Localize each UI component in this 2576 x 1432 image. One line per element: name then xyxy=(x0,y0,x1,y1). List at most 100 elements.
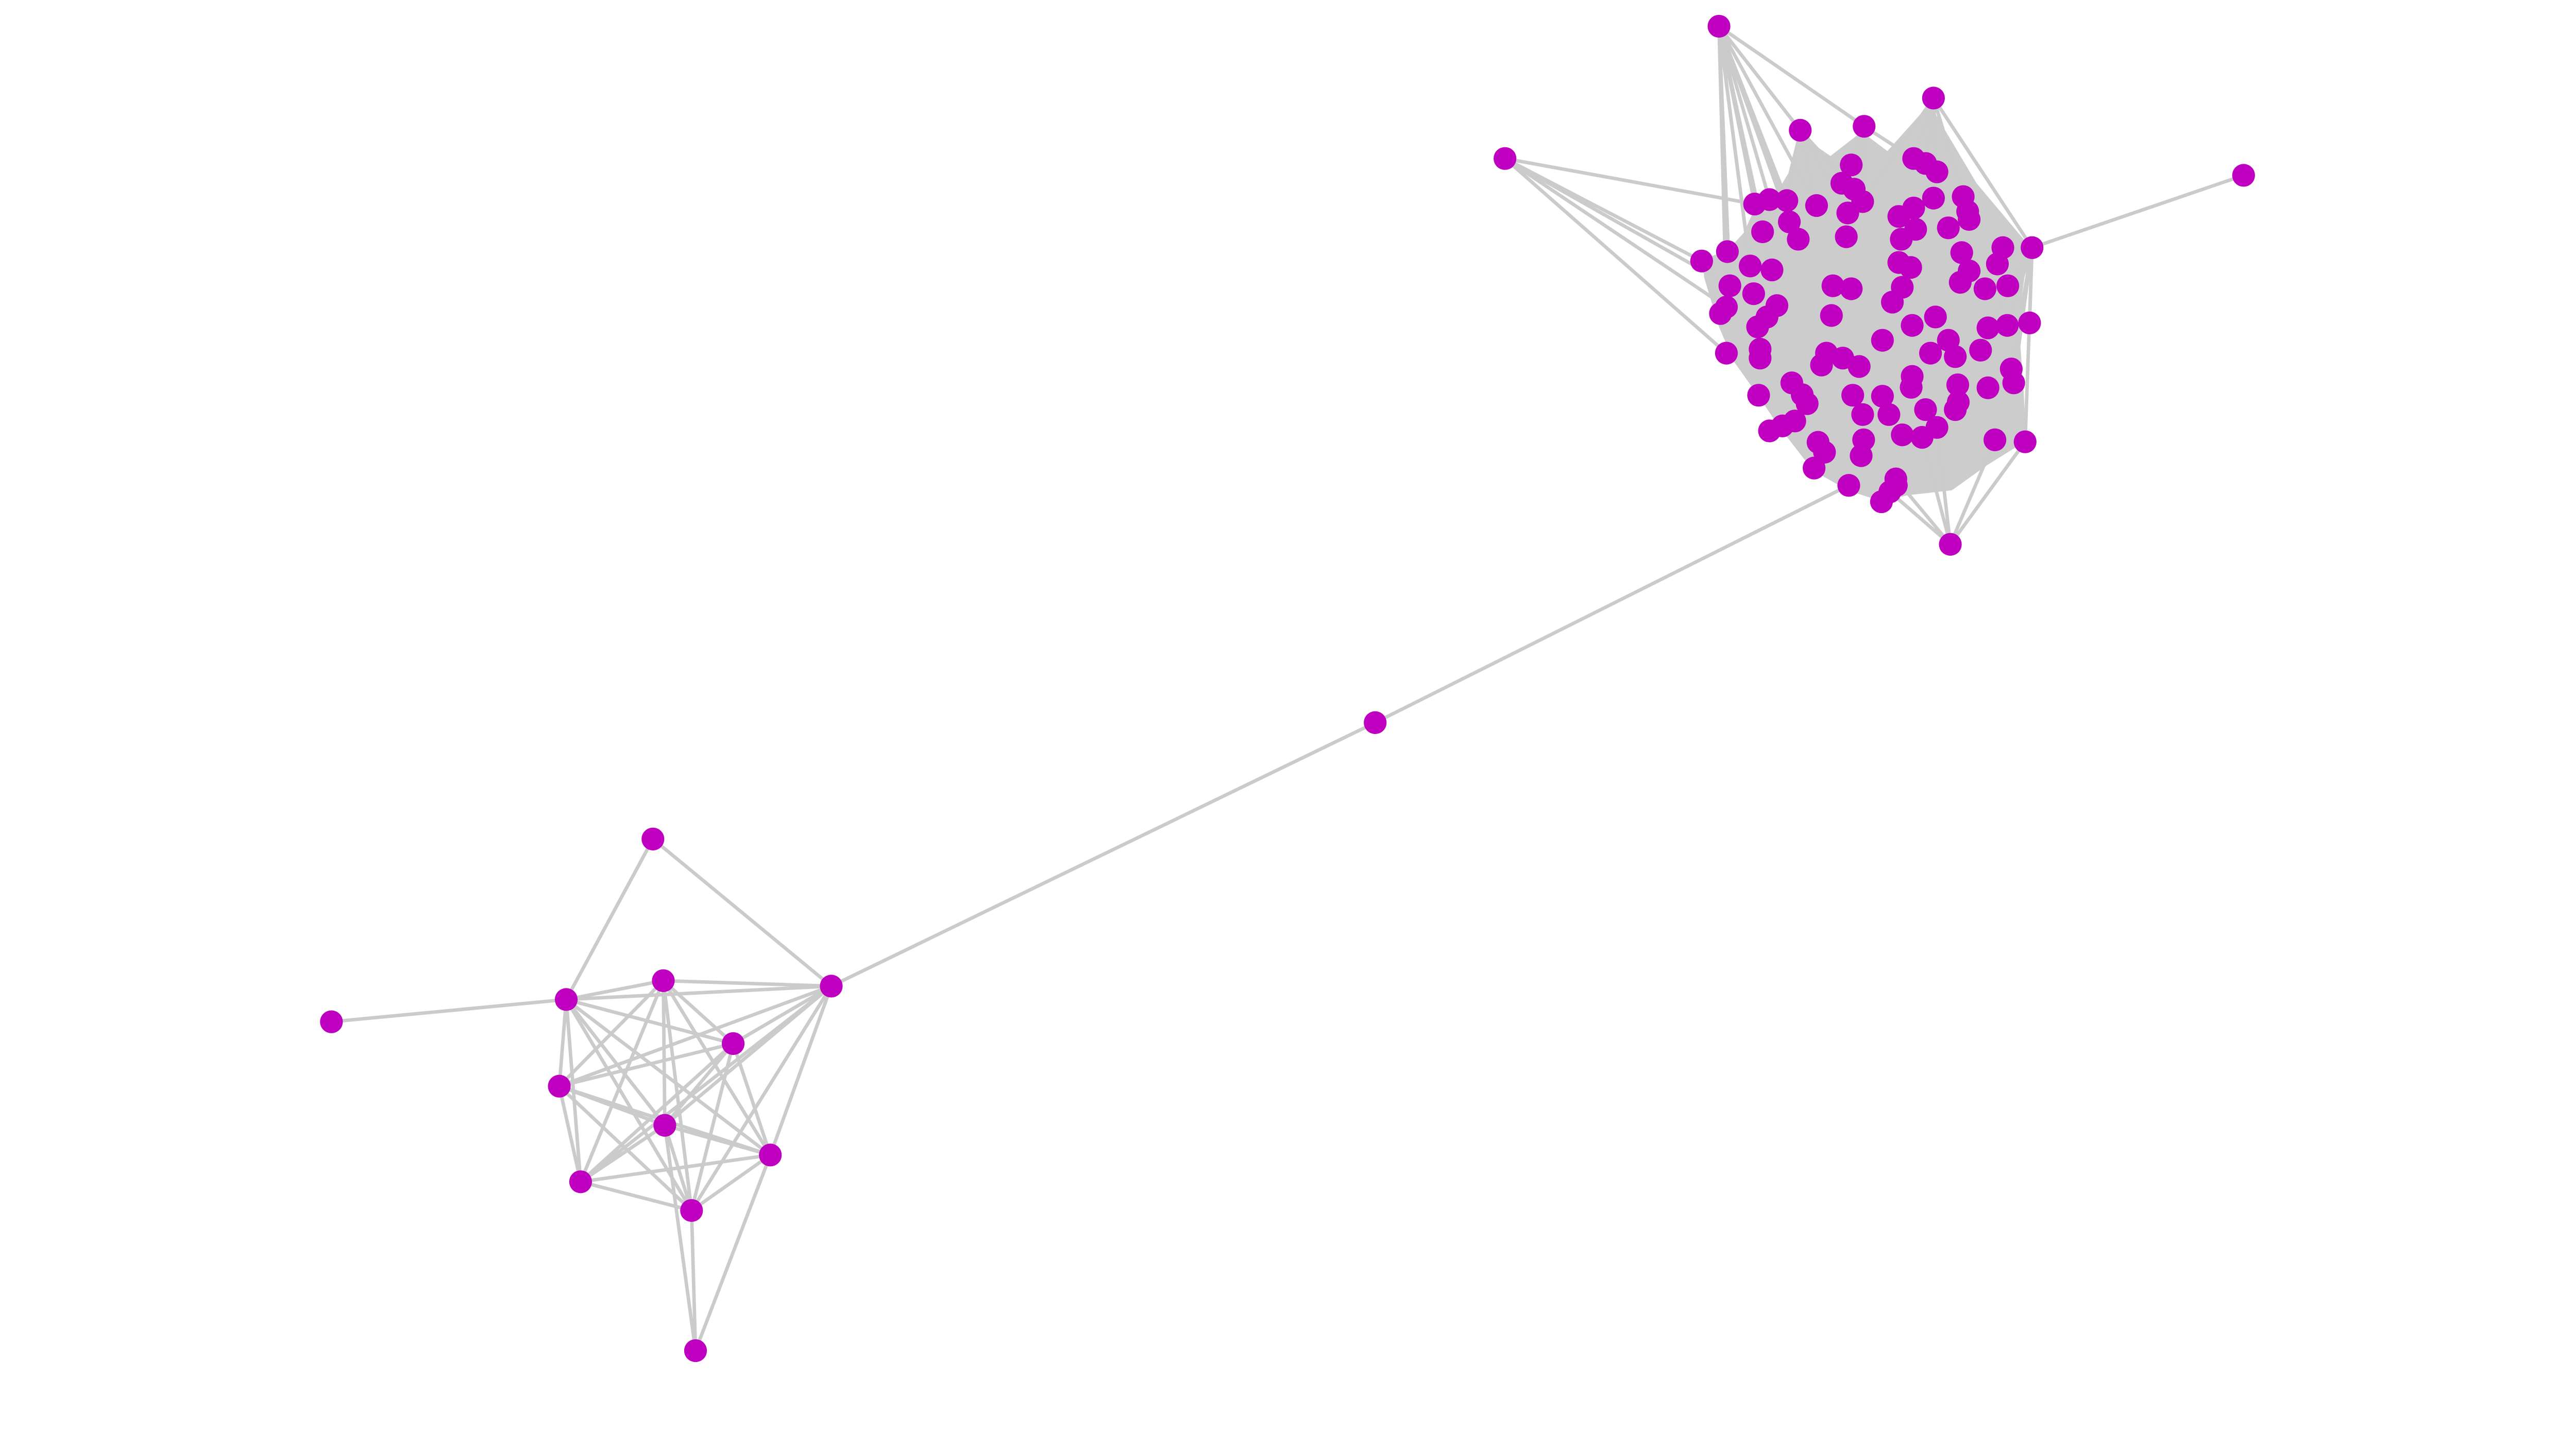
graph-edge xyxy=(732,984,833,1045)
graph-edge xyxy=(565,998,667,1127)
graph-node xyxy=(2002,371,2025,395)
graph-edge xyxy=(566,998,734,1046)
graph-node xyxy=(1742,282,1765,305)
graph-edge xyxy=(693,1154,772,1352)
graph-edge xyxy=(652,838,833,988)
graph-edge xyxy=(662,980,772,1156)
graph-edge xyxy=(2031,174,2244,249)
graph-edge xyxy=(558,1042,734,1088)
graph-edge xyxy=(830,721,1376,988)
graph-node xyxy=(1925,160,1948,183)
graph-node xyxy=(1820,304,1843,327)
graph-node xyxy=(820,975,843,998)
graph-node xyxy=(1939,533,1962,556)
graph-node xyxy=(1841,384,1865,407)
graph-edge xyxy=(1948,440,2027,545)
graph-node xyxy=(1840,154,1863,177)
graph-node xyxy=(1852,428,1875,451)
graph-node xyxy=(1494,147,1517,170)
graph-node xyxy=(1364,711,1387,734)
graph-node xyxy=(1969,338,1992,362)
graph-node xyxy=(1946,373,1970,397)
graph-node xyxy=(1976,376,1999,399)
graph-node xyxy=(1738,254,1762,278)
graph-edge xyxy=(1717,26,1771,200)
graph-edge xyxy=(1889,490,1952,546)
graph-node xyxy=(1925,416,1948,439)
graph-node xyxy=(1851,403,1874,426)
graph-edge xyxy=(2005,247,2034,326)
graph-edge xyxy=(690,1043,735,1211)
graph-node xyxy=(1709,302,1732,325)
graph-edge xyxy=(1935,427,1952,545)
graph-node xyxy=(1751,220,1774,244)
graph-edge xyxy=(1717,26,1756,294)
graph-node xyxy=(569,1170,592,1194)
graph-node xyxy=(1899,256,1922,279)
graph-node xyxy=(1775,189,1799,212)
graph-edge xyxy=(331,998,567,1024)
graph-edge xyxy=(663,979,832,988)
graph-edge xyxy=(1503,157,1728,355)
graph-node xyxy=(1983,428,2007,451)
graph-edge xyxy=(558,1085,693,1212)
graph-node xyxy=(1760,258,1784,282)
graph-node xyxy=(1789,118,1812,142)
graph-edge xyxy=(580,1123,666,1184)
graph-node xyxy=(1900,376,1923,399)
graph-node xyxy=(1937,216,1960,240)
graph-node xyxy=(1996,314,2019,337)
graph-node xyxy=(1743,193,1766,216)
graph-edge xyxy=(1717,25,1818,207)
graph-node xyxy=(1904,218,1927,241)
network-graph xyxy=(320,14,2255,1362)
graph-node xyxy=(1891,423,1914,447)
graph-edge xyxy=(580,1153,771,1184)
graph-edge xyxy=(1504,157,1755,206)
graph-node xyxy=(1922,186,1945,210)
graph-node xyxy=(1870,490,1893,514)
graph-node xyxy=(1821,274,1844,297)
graph-node xyxy=(1877,403,1901,426)
graph-node xyxy=(1805,194,1828,217)
graph-edge xyxy=(1718,25,1866,128)
graph-edge xyxy=(690,1153,772,1212)
graph-node xyxy=(1810,353,1833,377)
graph-node xyxy=(1840,277,1863,300)
graph-node xyxy=(554,988,578,1011)
graph-node xyxy=(1758,419,1781,442)
graph-node xyxy=(2018,311,2041,335)
graph-node xyxy=(1715,342,1738,365)
graph-edge xyxy=(1798,130,1819,206)
graph-edge xyxy=(558,984,832,1088)
graph-node xyxy=(320,1010,343,1033)
graph-node xyxy=(680,1199,703,1222)
graph-edge xyxy=(579,1042,735,1183)
graph-node xyxy=(1848,355,1871,378)
graph-edge xyxy=(566,979,664,1001)
graph-node xyxy=(684,1339,707,1362)
graph-edge xyxy=(1504,157,1727,309)
graph-node xyxy=(1944,398,1967,421)
figure-canvas xyxy=(320,14,2255,1362)
graph-node xyxy=(1718,274,1741,297)
node-layer xyxy=(320,14,2255,1362)
graph-edge xyxy=(662,979,735,1045)
graph-edge xyxy=(769,985,833,1156)
graph-node xyxy=(1901,314,1924,337)
graph-edge xyxy=(690,985,833,1212)
graph-node xyxy=(1914,398,1937,421)
graph-edge xyxy=(557,1085,583,1182)
graph-node xyxy=(1871,385,1894,408)
graph-edge xyxy=(579,984,833,1183)
graph-node xyxy=(1795,392,1819,415)
graph-edge xyxy=(1785,130,1802,201)
graph-edge xyxy=(565,998,772,1156)
graph-edge xyxy=(1920,437,1952,545)
graph-edge xyxy=(1932,97,2034,249)
graph-node xyxy=(1887,205,1910,228)
graph-node xyxy=(1948,270,1972,294)
graph-node xyxy=(1690,249,1713,272)
graph-node xyxy=(1976,316,1999,339)
graph-node xyxy=(1944,345,1967,368)
